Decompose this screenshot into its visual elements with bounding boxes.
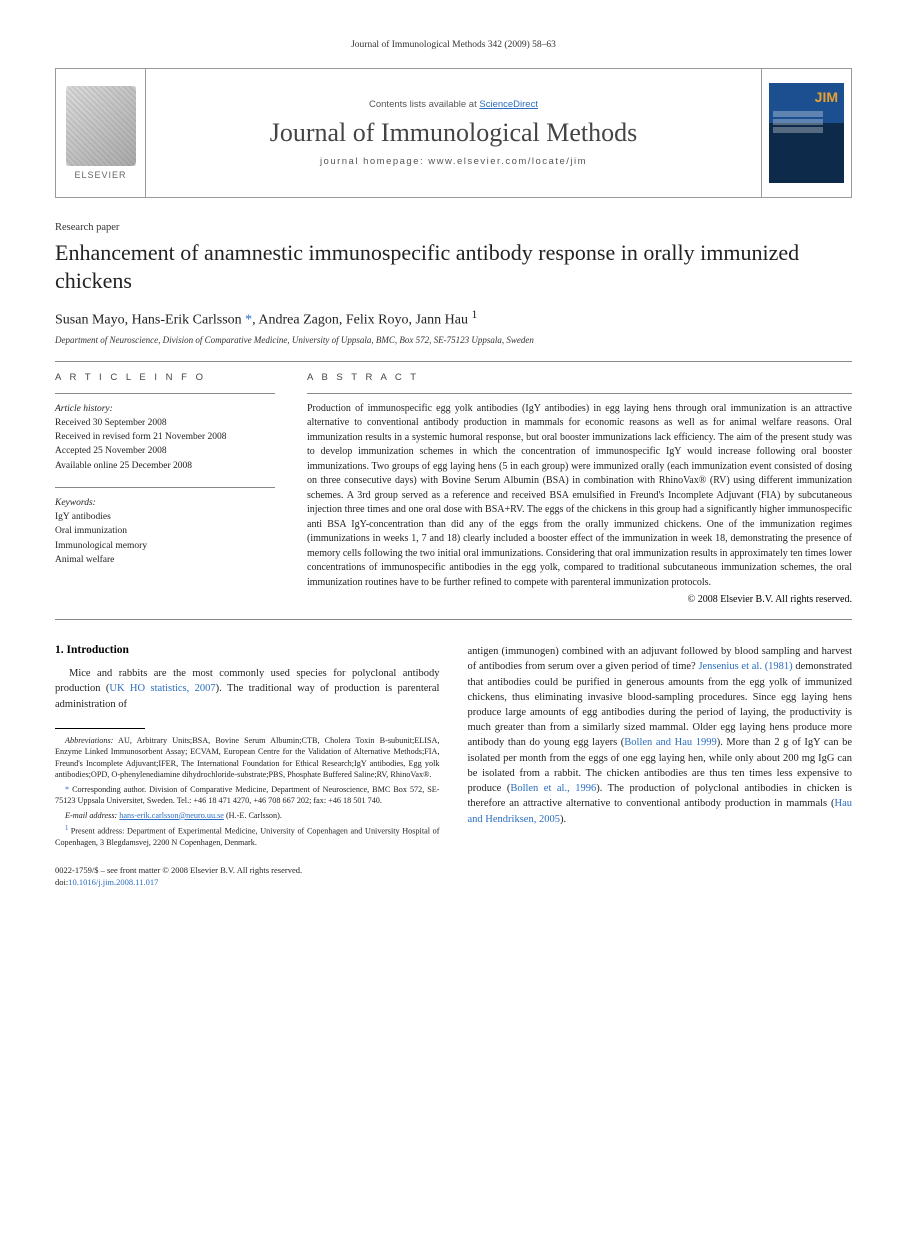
corr-mark: * (65, 785, 72, 794)
homepage-line: journal homepage: www.elsevier.com/locat… (320, 156, 587, 167)
history-item: Available online 25 December 2008 (55, 459, 275, 473)
affiliation: Department of Neuroscience, Division of … (55, 335, 852, 345)
doi-line: doi:10.1016/j.jim.2008.11.017 (55, 877, 440, 889)
footnote-email: E-mail address: hans-erik.carlsson@neuro… (55, 810, 440, 821)
keyword: IgY antibodies (55, 510, 275, 524)
footnote-present-address: 1 Present address: Department of Experim… (55, 824, 440, 849)
footnotes: Abbreviations: AU, Arbitrary Units;BSA, … (55, 735, 440, 849)
footnote-corresponding: * Corresponding author. Division of Comp… (55, 784, 440, 807)
body-text: Mice and rabbits are the most commonly u… (55, 666, 440, 712)
email-label: E-mail address: (65, 811, 117, 820)
fn1-text: Present address: Department of Experimen… (55, 827, 440, 847)
paragraph: Mice and rabbits are the most commonly u… (55, 666, 440, 712)
homepage-url: www.elsevier.com/locate/jim (428, 156, 587, 167)
footnote-rule (55, 728, 145, 729)
divider (55, 487, 275, 488)
journal-masthead: ELSEVIER Contents lists available at Sci… (55, 68, 852, 198)
body-text: antigen (immunogen) combined with an adj… (468, 644, 853, 827)
article-title: Enhancement of anamnestic immunospecific… (55, 239, 852, 294)
divider (55, 393, 275, 394)
article-info-label: A R T I C L E I N F O (55, 372, 275, 383)
info-abstract-row: A R T I C L E I N F O Article history: R… (55, 372, 852, 606)
email-owner: (H.-E. Carlsson). (224, 811, 282, 820)
body-column-right: antigen (immunogen) combined with an adj… (468, 644, 853, 889)
abstract-text: Production of immunospecific egg yolk an… (307, 402, 852, 591)
publisher-logo-block: ELSEVIER (56, 69, 146, 197)
contents-line: Contents lists available at ScienceDirec… (369, 99, 538, 110)
article-type: Research paper (55, 222, 852, 233)
authors: Susan Mayo, Hans-Erik Carlsson *, Andrea… (55, 308, 852, 329)
article-history: Article history: Received 30 September 2… (55, 402, 275, 473)
keyword: Immunological memory (55, 539, 275, 553)
elsevier-tree-icon (66, 86, 136, 166)
contents-prefix: Contents lists available at (369, 99, 479, 110)
sciencedirect-link[interactable]: ScienceDirect (479, 99, 538, 110)
cover-thumb-block (761, 69, 851, 197)
doi-link[interactable]: 10.1016/j.jim.2008.11.017 (68, 877, 158, 887)
history-item: Received in revised form 21 November 200… (55, 430, 275, 444)
paragraph: antigen (immunogen) combined with an adj… (468, 644, 853, 827)
journal-cover-icon (769, 83, 844, 183)
abstract-copyright: © 2008 Elsevier B.V. All rights reserved… (307, 594, 852, 605)
divider (307, 393, 852, 394)
history-item: Received 30 September 2008 (55, 416, 275, 430)
journal-name: Journal of Immunological Methods (270, 118, 638, 148)
body-columns: 1. Introduction Mice and rabbits are the… (55, 644, 852, 889)
abstract-column: A B S T R A C T Production of immunospec… (307, 372, 852, 606)
section-heading-intro: 1. Introduction (55, 644, 440, 656)
doi-prefix: doi: (55, 877, 68, 887)
email-link[interactable]: hans-erik.carlsson@neuro.uu.se (119, 811, 224, 820)
footnote-abbrev: Abbreviations: AU, Arbitrary Units;BSA, … (55, 735, 440, 781)
abbrev-label: Abbreviations: (65, 736, 113, 745)
history-heading: Article history: (55, 402, 275, 416)
keyword: Animal welfare (55, 553, 275, 567)
body-column-left: 1. Introduction Mice and rabbits are the… (55, 644, 440, 889)
article-info-column: A R T I C L E I N F O Article history: R… (55, 372, 275, 606)
abstract-label: A B S T R A C T (307, 372, 852, 383)
doi-block: 0022-1759/$ – see front matter © 2008 El… (55, 865, 440, 889)
running-header: Journal of Immunological Methods 342 (20… (55, 40, 852, 50)
publisher-name: ELSEVIER (74, 170, 126, 180)
front-matter-line: 0022-1759/$ – see front matter © 2008 El… (55, 865, 440, 877)
history-item: Accepted 25 November 2008 (55, 444, 275, 458)
corr-text: Corresponding author. Division of Compar… (55, 785, 440, 805)
keywords-block: Keywords: IgY antibodies Oral immunizati… (55, 496, 275, 567)
masthead-center: Contents lists available at ScienceDirec… (146, 69, 761, 197)
keywords-heading: Keywords: (55, 496, 275, 510)
keyword: Oral immunization (55, 524, 275, 538)
homepage-prefix: journal homepage: (320, 156, 428, 167)
abbrev-text: AU, Arbitrary Units;BSA, Bovine Serum Al… (55, 736, 440, 779)
divider (55, 361, 852, 362)
divider (55, 619, 852, 620)
